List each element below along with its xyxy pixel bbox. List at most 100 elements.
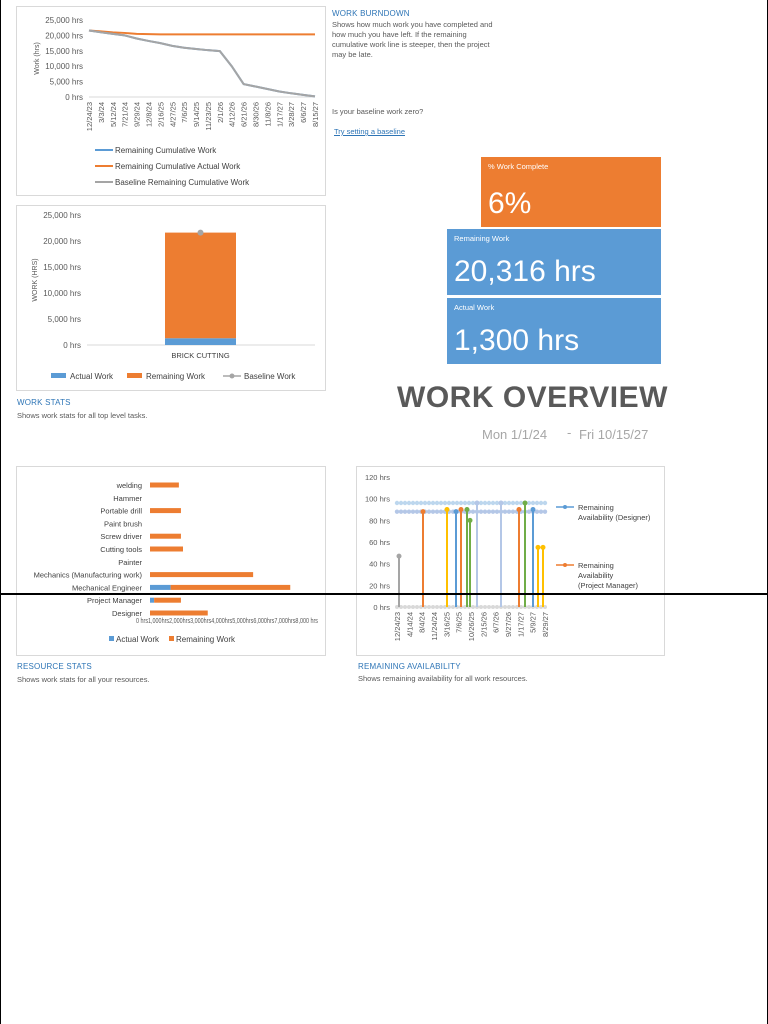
availability-marker bbox=[439, 605, 443, 609]
category-label: welding bbox=[116, 481, 142, 490]
resource-stats-chart[interactable]: welding Hammer Portable drill Paint brush Sc… bbox=[16, 466, 326, 656]
availability-marker bbox=[538, 509, 544, 514]
availability-marker bbox=[434, 500, 440, 506]
legend-label: Remaining Cumulative Actual Work bbox=[115, 162, 241, 171]
x-tick-labels: 0 hrs1,000hrs2,000hrs3,000hrs4,000hrs5,0… bbox=[136, 616, 318, 625]
x-tick-label: 6/7/26 bbox=[492, 612, 501, 633]
x-tick-label: 7/21/24 bbox=[121, 102, 130, 127]
legend-label: Remaining Work bbox=[146, 372, 206, 381]
y-tick-label: 20,000 hrs bbox=[45, 31, 83, 40]
date-separator: - bbox=[567, 425, 572, 440]
availability-marker bbox=[402, 509, 408, 514]
pct-complete-value: 6% bbox=[488, 187, 532, 220]
remaining-availability-chart[interactable]: 120 hrs 100 hrs 80 hrs 60 hrs 40 hrs 20 hrs 0 … bbox=[356, 466, 665, 656]
availability-point bbox=[522, 500, 528, 506]
availability-marker bbox=[462, 500, 468, 506]
availability-marker bbox=[406, 509, 412, 514]
availability-marker bbox=[470, 509, 476, 514]
availability-marker bbox=[503, 605, 507, 609]
availability-point bbox=[530, 507, 536, 512]
remaining-work-value: 20,316 hrs bbox=[454, 255, 596, 288]
y-tick-label: 10,000 hrs bbox=[43, 289, 81, 298]
legend-label: Remaining Cumulative Work bbox=[115, 146, 217, 155]
x-tick-label: 9/27/26 bbox=[504, 612, 513, 637]
availability-marker bbox=[426, 509, 432, 514]
work-stats-description: Shows work stats for all top level tasks… bbox=[17, 411, 148, 420]
availability-marker bbox=[471, 605, 475, 609]
availability-marker bbox=[411, 605, 415, 609]
availability-marker bbox=[491, 605, 495, 609]
availability-marker bbox=[398, 500, 404, 506]
y-axis-label: Work (hrs) bbox=[34, 42, 41, 75]
y-axis-label: WORK (HRS) bbox=[32, 258, 39, 301]
remaining-work-label: Remaining Work bbox=[454, 234, 510, 243]
availability-marker bbox=[479, 605, 483, 609]
burndown-chart[interactable]: 25,000 hrs 20,000 hrs 15,000 hrs 10,000 hrs… bbox=[16, 6, 326, 196]
legend-label: Actual Work bbox=[116, 635, 160, 644]
burndown-chart-svg: 25,000 hrs 20,000 hrs 15,000 hrs 10,000 hrs… bbox=[34, 16, 320, 187]
category-label: Designer bbox=[112, 609, 143, 618]
availability-marker bbox=[458, 500, 464, 506]
availability-marker bbox=[407, 605, 411, 609]
availability-marker bbox=[431, 605, 435, 609]
x-tick-label: 8/30/26 bbox=[252, 102, 261, 127]
availability-marker bbox=[502, 509, 508, 514]
x-tick-label: 12/8/24 bbox=[144, 102, 153, 127]
y-tick-label: 5,000 hrs bbox=[48, 315, 81, 324]
availability-marker bbox=[435, 605, 439, 609]
work-stats-title: WORK STATS bbox=[17, 398, 71, 407]
availability-marker bbox=[414, 500, 420, 506]
x-tick-label: 3/3/24 bbox=[97, 102, 106, 123]
x-tick-label: 10/26/25 bbox=[467, 612, 476, 641]
availability-marker bbox=[542, 500, 548, 506]
availability-marker bbox=[526, 509, 532, 514]
remaining-work-bar bbox=[150, 572, 254, 578]
resource-stats-description: Shows work stats for all your resources. bbox=[17, 675, 150, 684]
set-baseline-link[interactable]: Try setting a baseline bbox=[334, 127, 406, 136]
availability-marker bbox=[394, 509, 400, 514]
y-tick-label: 5,000 hrs bbox=[50, 78, 83, 87]
pct-complete-tile: % Work Complete 6% bbox=[481, 157, 661, 227]
work-stats-chart[interactable]: 25,000 hrs 20,000 hrs 15,000 hrs 10,000 hrs… bbox=[16, 205, 326, 391]
y-tick-label: 0 hrs bbox=[373, 603, 390, 612]
availability-marker bbox=[438, 509, 444, 514]
x-tick-label: 7/6/25 bbox=[180, 102, 189, 123]
availability-point bbox=[535, 544, 541, 550]
y-tick-label: 15,000 hrs bbox=[43, 263, 81, 272]
legend-label: Remaining Availability (Project Manager) bbox=[578, 561, 639, 590]
availability-marker bbox=[398, 509, 404, 514]
legend-label: Baseline Remaining Cumulative Work bbox=[115, 178, 250, 187]
legend-marker bbox=[229, 373, 235, 379]
remaining-work-bar bbox=[150, 508, 181, 514]
x-tick-label: 7/6/25 bbox=[455, 612, 464, 633]
resource-stats-title: RESOURCE STATS bbox=[17, 662, 92, 671]
x-tick-label: 1/17/27 bbox=[275, 102, 284, 127]
burndown-title: WORK BURNDOWN bbox=[332, 9, 410, 18]
availability-marker bbox=[427, 605, 431, 609]
remaining-availability-title: REMAINING AVAILABILITY bbox=[358, 662, 461, 671]
x-tick-label: 11/24/24 bbox=[430, 612, 439, 641]
availability-point bbox=[498, 500, 504, 506]
x-tick-label: 5/9/27 bbox=[529, 612, 538, 633]
category-label: Paint brush bbox=[104, 519, 142, 528]
x-tick-label: 4/14/24 bbox=[405, 612, 414, 637]
page-divider-line bbox=[0, 593, 768, 595]
availability-point bbox=[467, 517, 473, 523]
availability-marker bbox=[494, 509, 500, 514]
availability-marker bbox=[495, 605, 499, 609]
availability-marker bbox=[410, 500, 416, 506]
availability-marker bbox=[430, 509, 436, 514]
availability-point bbox=[453, 509, 459, 515]
availability-marker bbox=[483, 605, 487, 609]
x-tick-label: 2/15/26 bbox=[479, 612, 488, 637]
remaining-work-bar bbox=[150, 610, 208, 616]
availability-marker bbox=[490, 500, 496, 506]
x-tick-label: 8/29/27 bbox=[541, 612, 550, 637]
availability-marker bbox=[402, 500, 408, 506]
legend-swatch bbox=[109, 636, 114, 641]
availability-marker bbox=[534, 500, 540, 506]
legend-swatch bbox=[127, 373, 142, 378]
series-line bbox=[88, 29, 315, 36]
remaining-work-bar bbox=[150, 546, 183, 552]
baseline-work-point bbox=[197, 229, 204, 236]
